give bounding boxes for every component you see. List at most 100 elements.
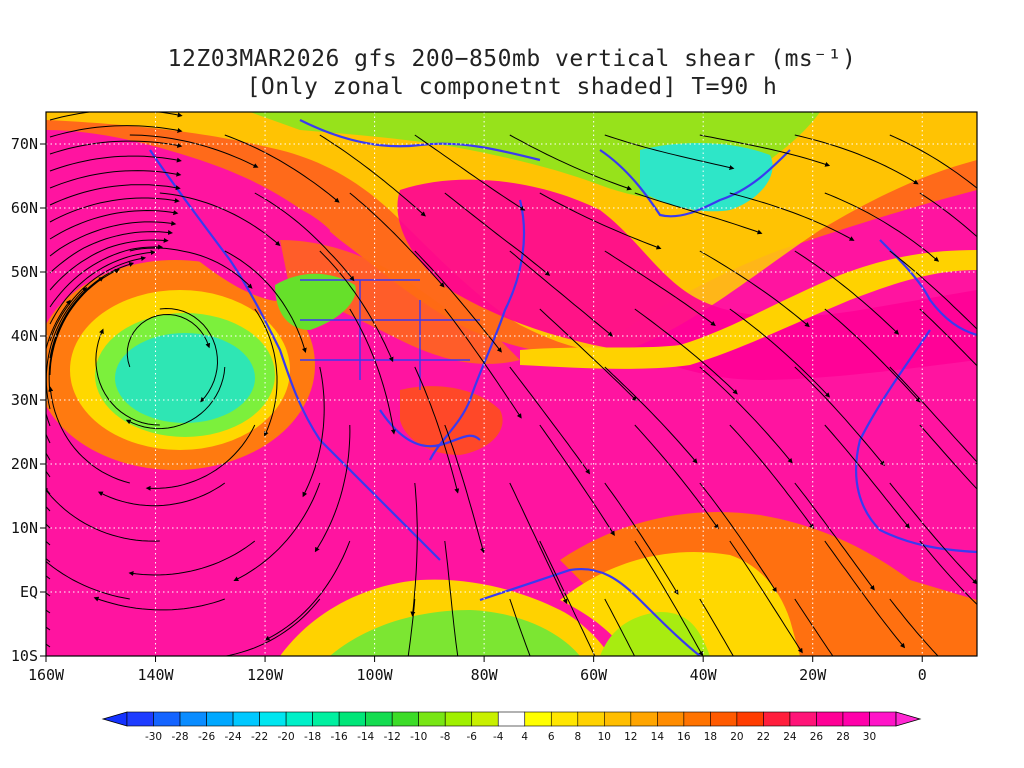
streamline [444,424,485,554]
axis-ticks: 160W 140W 120W 100W 80W 60W 40W 20W 0 10S EQ 10N 20N… [11,135,927,684]
colorbar-label: 14 [651,731,665,743]
streamline [349,192,445,288]
lat-tick-label: 50N [11,263,38,281]
colorbar-swatch [259,711,287,727]
colorbar-swatch [365,711,393,727]
lon-tick-label: 140W [137,666,174,684]
lat-tick-label: EQ [20,583,38,601]
colorbar-swatch [630,711,658,727]
colorbar-label: 24 [783,731,797,743]
streamline [46,523,51,529]
streamline [46,452,51,461]
colorbar-swatch [869,711,897,727]
colorbar-swatch [842,711,870,727]
colorbar-swatch [179,711,207,727]
streamline [46,505,51,512]
lat-tick-label: 60N [11,199,38,217]
streamline [49,250,156,325]
streamline [794,134,919,185]
streamline [509,250,613,337]
streamline [224,250,307,354]
colorbar-label: 20 [730,731,743,743]
shear-streamlines [46,112,977,656]
streamline [794,482,875,591]
colorbar-swatch [577,711,605,727]
streamline [824,308,921,403]
lon-tick-label: 40W [690,666,718,684]
colorbar-swatch [126,711,154,727]
colorbar-label: -22 [251,731,268,743]
colorbar-label: -28 [171,731,188,743]
colorbar-swatch [471,711,499,727]
north-america-green-zone [275,273,356,330]
map-title-line-1: 12Z03MAR2026 gfs 200−850mb vertical shea… [167,46,857,72]
streamline [414,366,460,494]
streamline [889,250,977,330]
map-plot-area [46,112,977,656]
streamline [49,230,173,274]
streamline [254,308,278,437]
coast-north-america-west [149,149,441,561]
streamline [444,540,459,656]
colorbar-low-arrow [101,711,128,727]
streamline [539,308,638,402]
streamline [46,470,51,478]
streamline [46,540,51,546]
streamline [414,134,526,211]
colorbar-swatch [153,711,181,727]
colorbar-label: 28 [836,731,849,743]
colorbar-swatch [524,711,552,727]
streamline [604,250,716,326]
colorbar-label: 8 [574,731,581,743]
streamline [634,308,738,395]
pacific-low-cyan-core [115,333,255,423]
streamline [224,134,340,203]
streamline [919,192,977,238]
colorbar-swatch [206,711,234,727]
coast-africa-west [854,329,977,554]
colorbar-swatch [391,711,419,727]
map-title-line-2: [Only zonal componetnt shaded] T=90 h [246,74,778,100]
colorbar-swatch [418,711,446,727]
streamline [46,486,160,542]
streamline [889,366,977,466]
north-america-orange-zone [280,240,520,364]
streamline [129,247,253,289]
streamline [889,482,977,585]
streamline [93,596,225,611]
streamline [95,328,160,426]
colorbar-swatch [710,711,738,727]
streamline [794,598,834,656]
colorbar-high-arrow [895,711,922,727]
streamline [509,482,568,605]
lat-tick-label: 70N [11,135,38,153]
streamline [319,134,426,217]
coast-gulf-mexico [379,409,481,448]
colorbar-swatch [232,711,260,727]
streamline [699,250,810,328]
streamline [49,155,182,172]
coast-arctic-islands [299,119,541,162]
colorbar-label: 4 [521,731,528,743]
colorbar-swatch [683,711,711,727]
lat-tick-label: 10N [11,519,38,537]
lat-tick-label: 30N [11,391,38,409]
colorbar-swatch [497,711,526,727]
colorbar-swatch [604,711,632,727]
streamline [699,366,793,464]
jet-core-atlantic [397,179,977,380]
streamline [46,643,51,648]
streamline [634,424,719,530]
lat-tick-label: 10S [11,647,38,665]
colorbar-label: 12 [624,731,637,743]
colorbar-label: 6 [548,731,555,743]
streamline [302,366,325,498]
lat-tick-label: 20N [11,455,38,473]
streamline [539,192,662,250]
streamline [824,192,940,262]
streamline [889,134,977,189]
shear-band-cyan-arctic [640,143,773,212]
streamline [729,540,803,654]
streamline [46,560,130,600]
